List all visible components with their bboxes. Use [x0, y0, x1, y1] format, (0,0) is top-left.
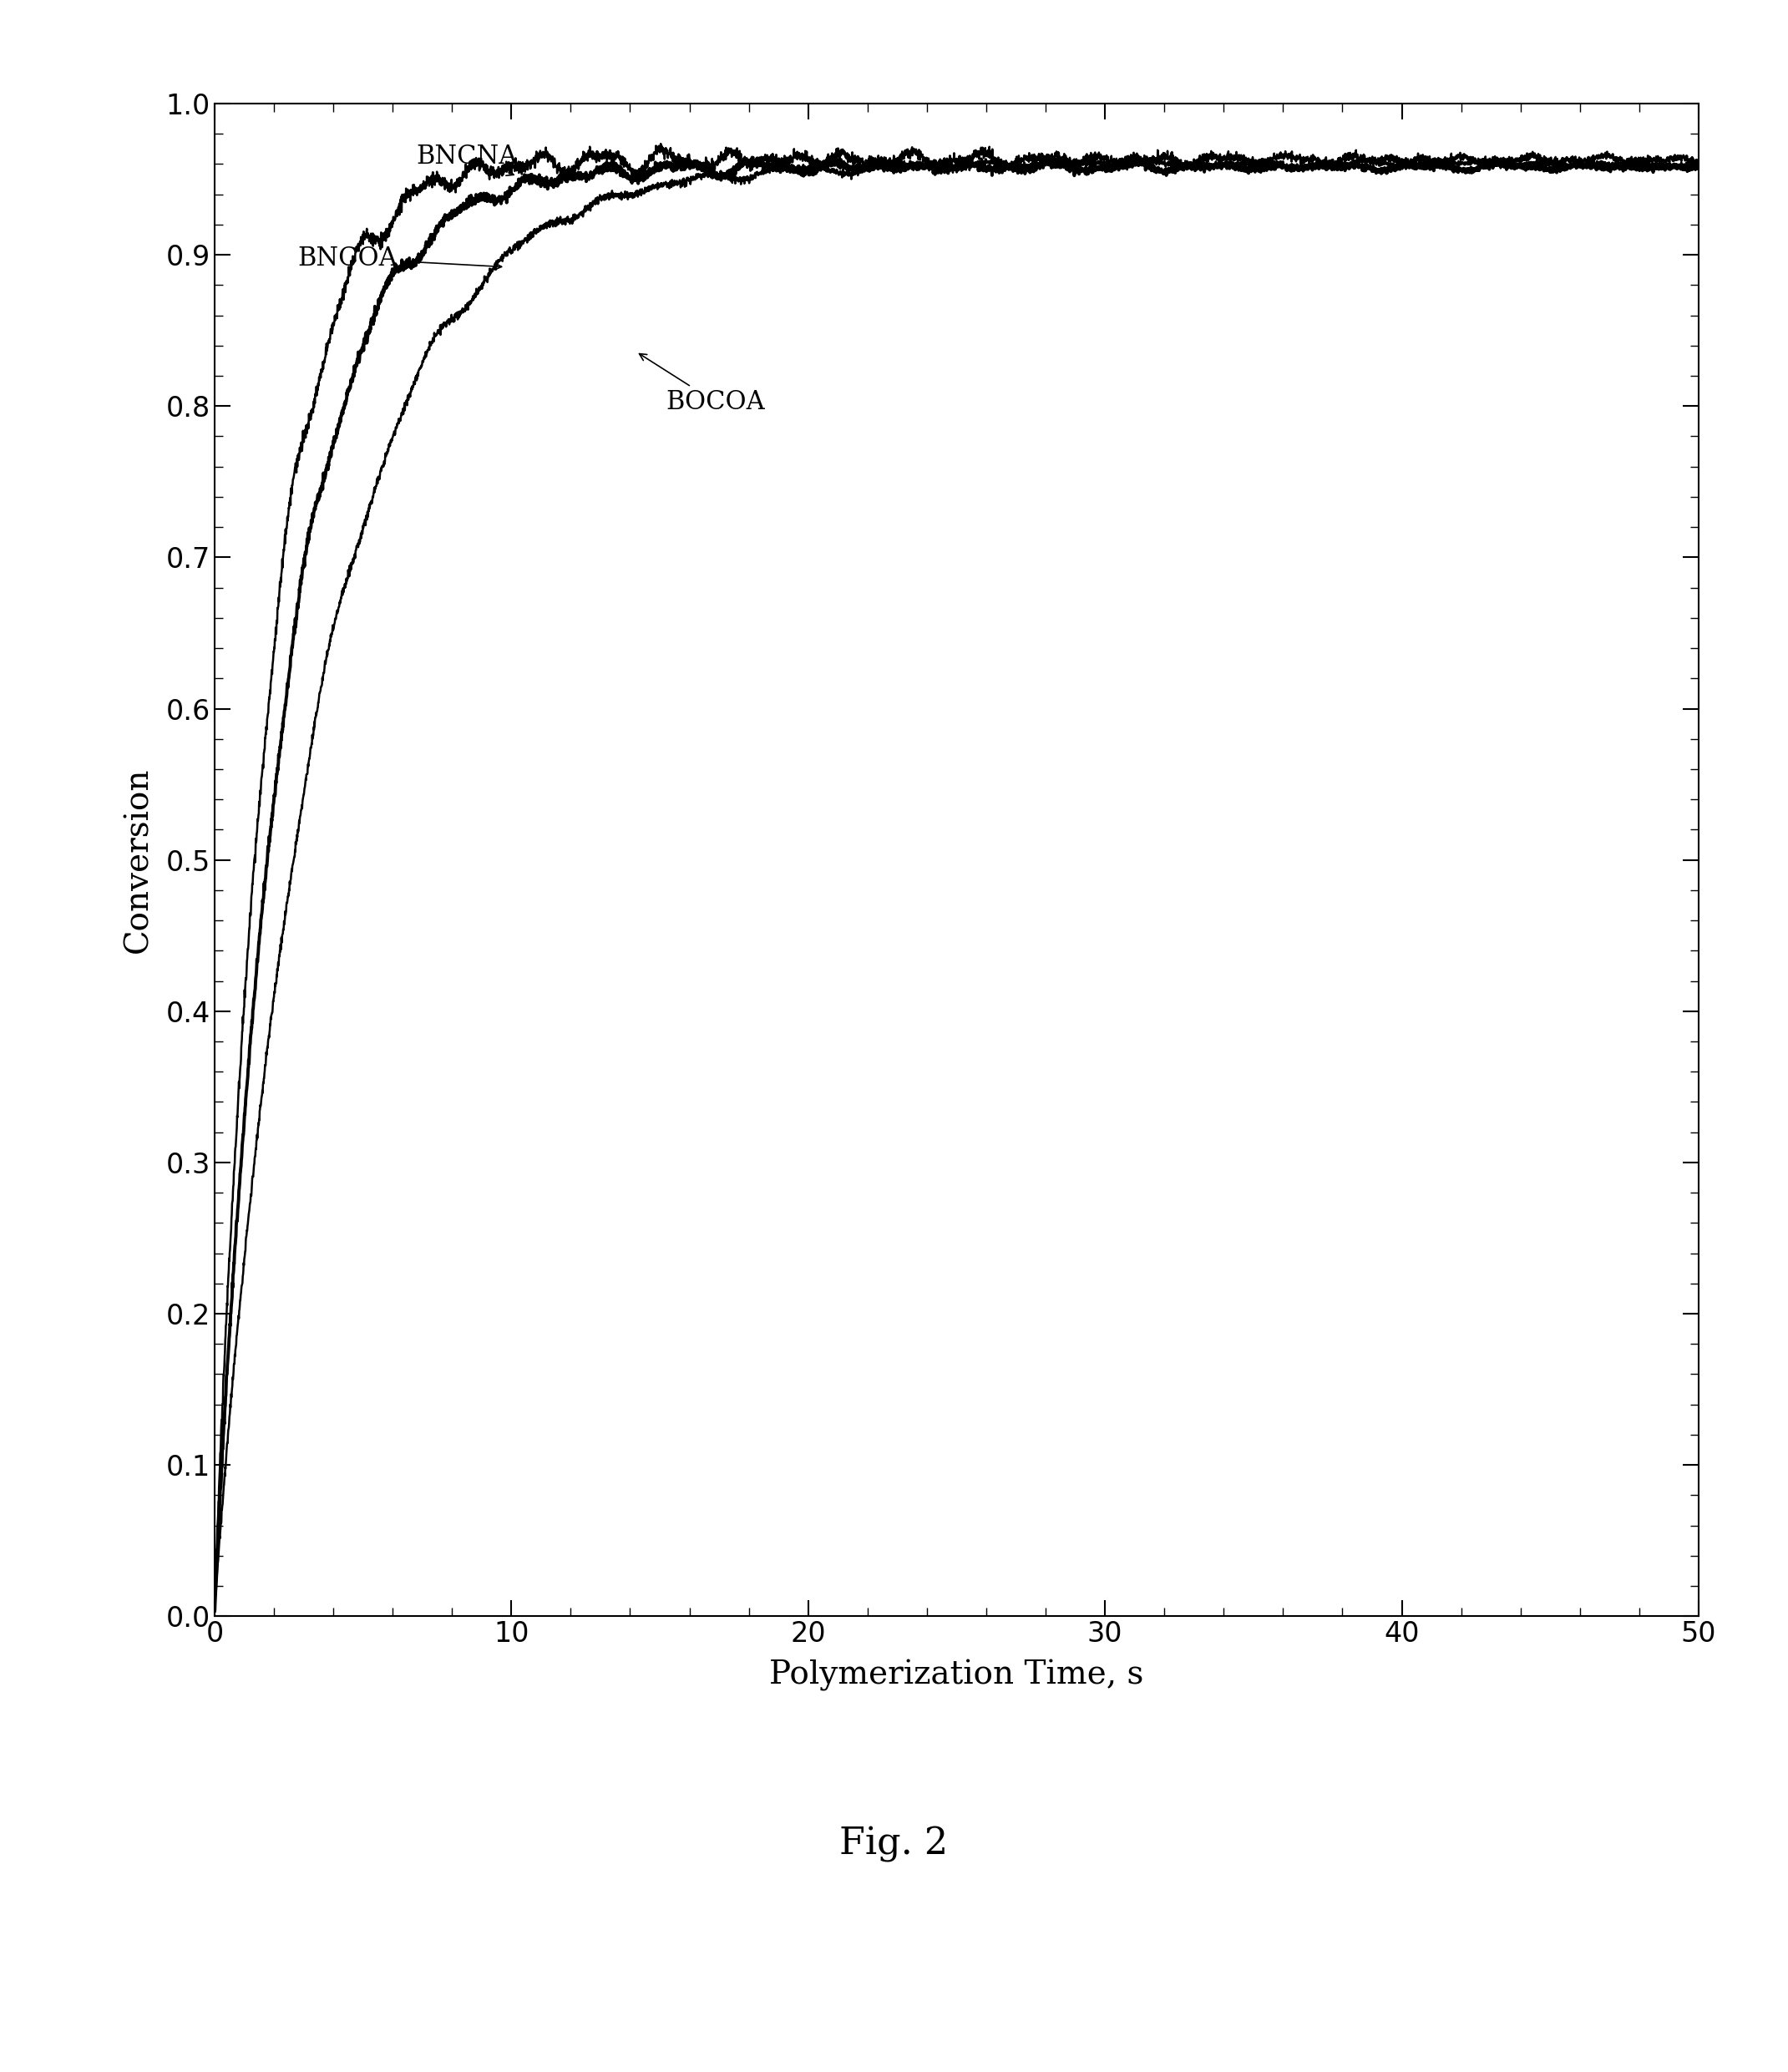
Text: Fig. 2: Fig. 2 [840, 1825, 948, 1863]
Y-axis label: Conversion: Conversion [123, 767, 154, 953]
X-axis label: Polymerization Time, s: Polymerization Time, s [769, 1660, 1144, 1691]
Text: BNCOA: BNCOA [297, 244, 502, 271]
Text: BNCNA: BNCNA [417, 145, 519, 176]
Text: BOCOA: BOCOA [640, 354, 765, 414]
